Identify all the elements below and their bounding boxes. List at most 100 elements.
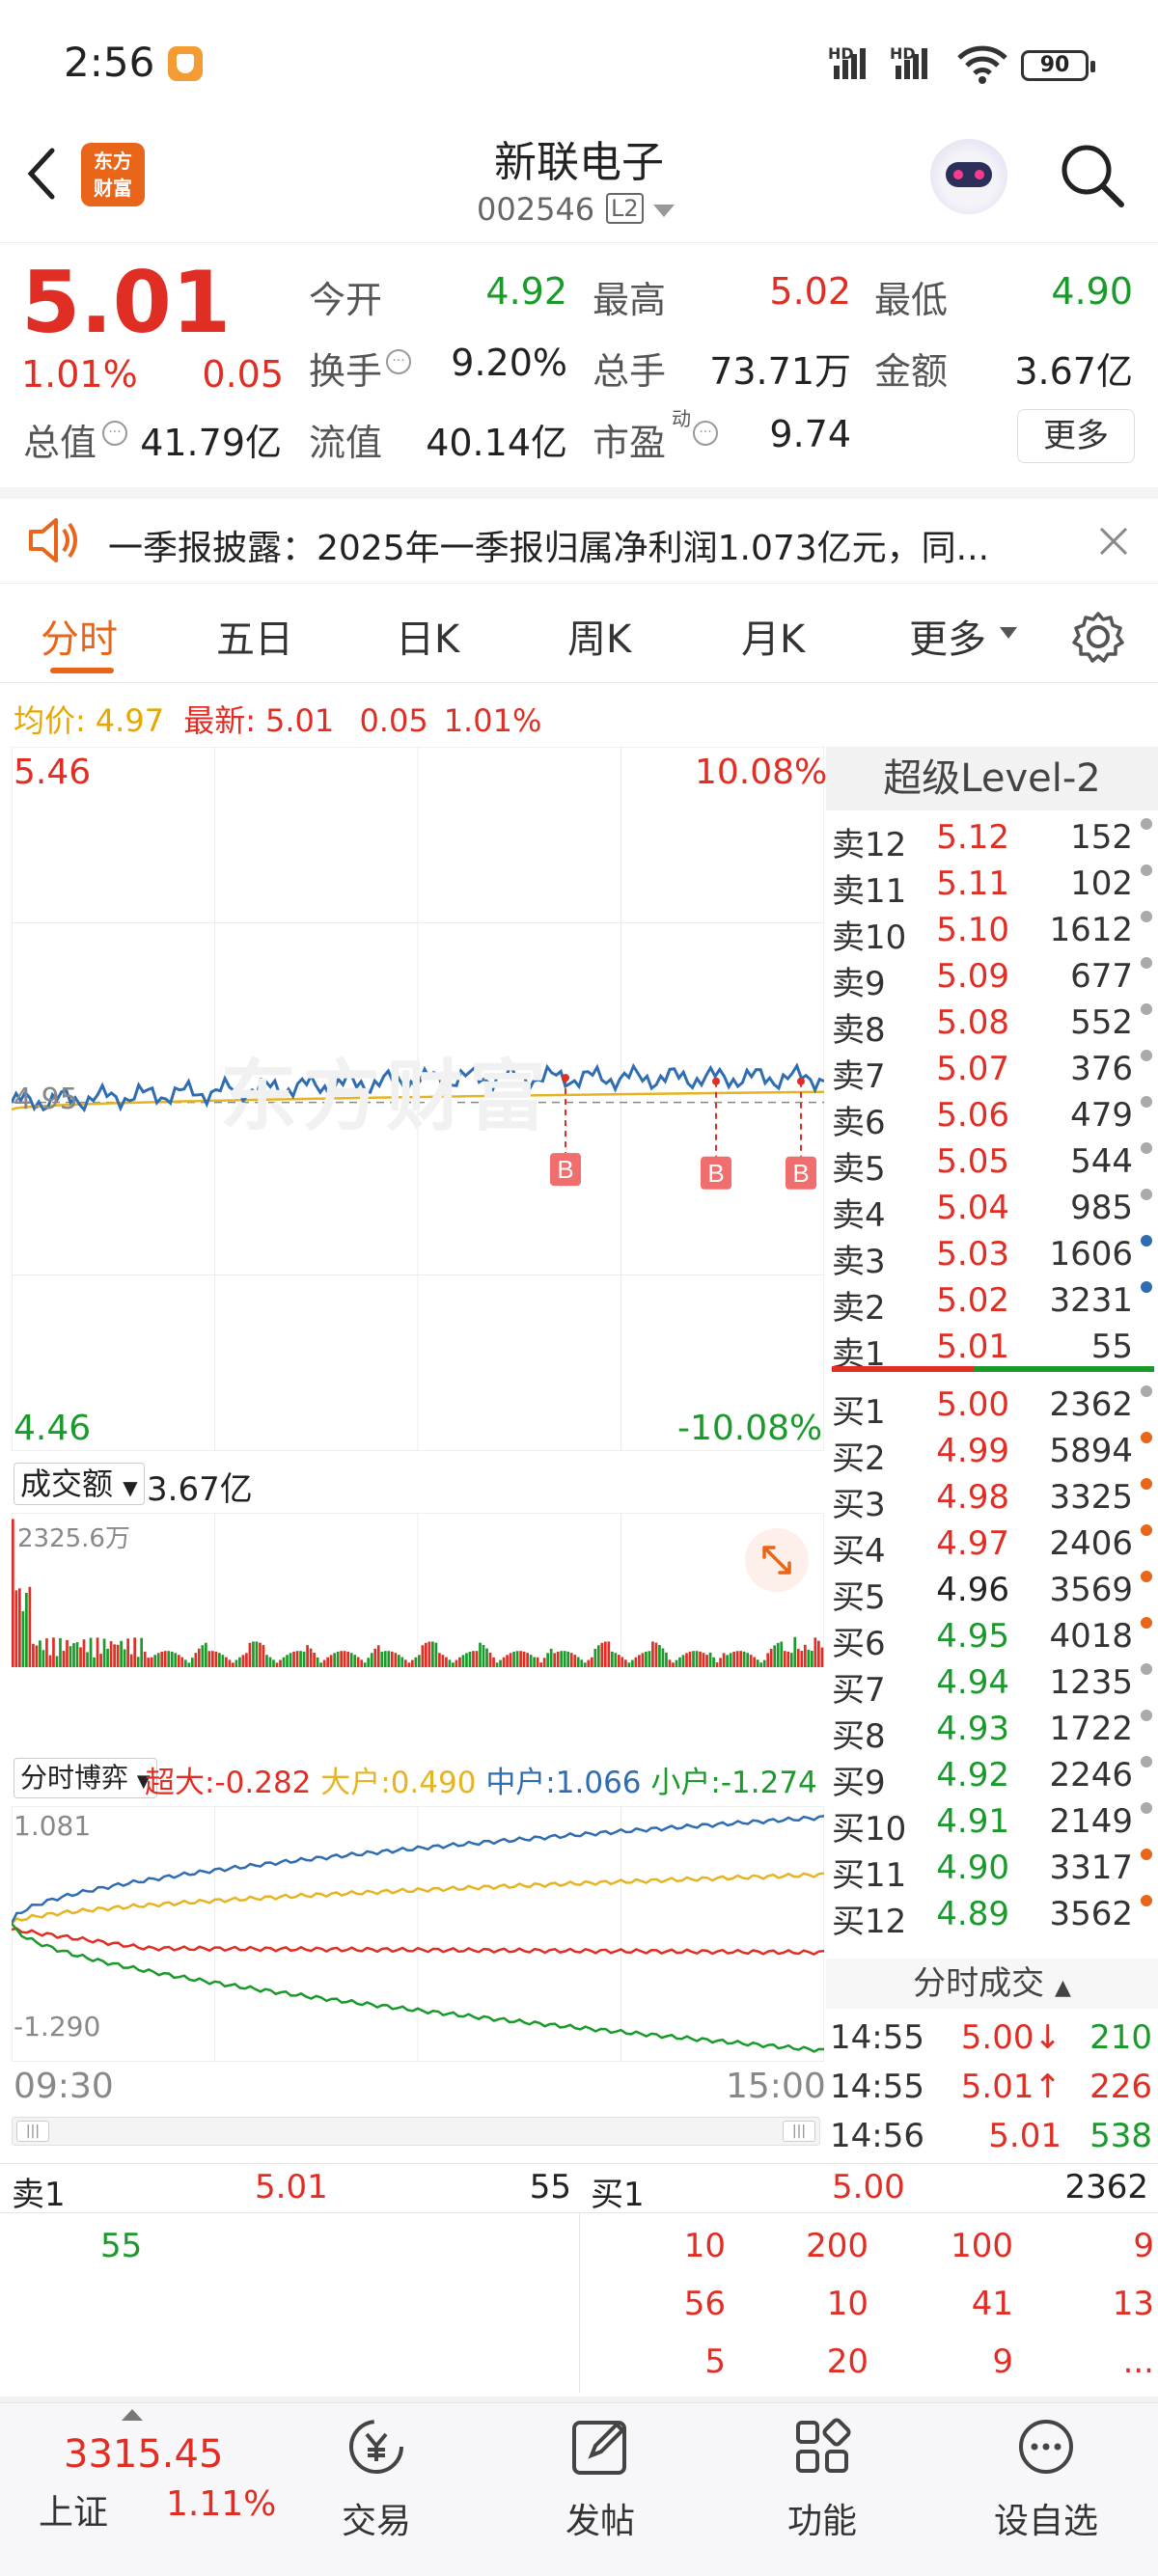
- dropdown-arrow-icon[interactable]: [653, 203, 675, 218]
- volume-bar: [102, 1638, 106, 1667]
- capital-flow-selector[interactable]: 分时博弈 ▼: [14, 1758, 157, 1798]
- queue-buy-order: 13: [1112, 2285, 1154, 2323]
- trades-header[interactable]: 分时成交 ▲: [826, 1959, 1158, 2009]
- book-volume: 1722: [1049, 1710, 1133, 1748]
- index-value[interactable]: 3315.45: [64, 2432, 224, 2477]
- more-button[interactable]: 更多: [1017, 409, 1135, 463]
- sell-row-2[interactable]: 卖11 5.11 102: [828, 861, 1158, 911]
- tab-monthly-k[interactable]: 月K: [741, 617, 806, 662]
- sell-row-9[interactable]: 卖4 5.04 985: [828, 1185, 1158, 1235]
- chart-scrollbar[interactable]: ||| |||: [12, 2117, 820, 2146]
- tab-more[interactable]: 更多: [909, 617, 986, 662]
- sell-row-6[interactable]: 卖7 5.07 376: [828, 1046, 1158, 1096]
- indicator-dot: [1141, 1050, 1152, 1061]
- level2-title[interactable]: 超级Level-2: [826, 747, 1158, 810]
- volume-bar: [539, 1662, 543, 1667]
- index-name[interactable]: 上证: [39, 2493, 109, 2533]
- market-cap-value: 41.79亿: [140, 422, 282, 464]
- queue-buy-order: ...: [1122, 2343, 1154, 2381]
- book-price: 5.05: [936, 1142, 1009, 1181]
- tab-weekly-k[interactable]: 周K: [567, 617, 632, 662]
- robot-assistant-icon[interactable]: [930, 137, 1007, 214]
- buy-row-5[interactable]: 买5 4.96 3569: [828, 1567, 1158, 1617]
- buy-row-8[interactable]: 买8 4.93 1722: [828, 1706, 1158, 1756]
- book-volume: 376: [1070, 1050, 1133, 1088]
- volume-bar: [41, 1650, 45, 1667]
- sell-row-11[interactable]: 卖2 5.02 3231: [828, 1277, 1158, 1328]
- book-volume: 1235: [1049, 1663, 1133, 1702]
- book-level-label: 卖4: [832, 1196, 886, 1235]
- volume-bar: [113, 1644, 116, 1667]
- back-icon[interactable]: [21, 145, 60, 203]
- book-volume: 3325: [1049, 1478, 1133, 1517]
- sell-row-10[interactable]: 卖3 5.03 1606: [828, 1231, 1158, 1281]
- sell-row-12[interactable]: 卖1 5.01 55: [828, 1324, 1158, 1374]
- sell-row-8[interactable]: 卖5 5.05 544: [828, 1138, 1158, 1189]
- volume-bar: [789, 1653, 793, 1667]
- buy-row-2[interactable]: 买2 4.99 5894: [828, 1428, 1158, 1478]
- nav-add-watchlist[interactable]: 设自选: [950, 2413, 1143, 2543]
- volume-bar: [780, 1641, 784, 1667]
- nav-trade[interactable]: 交易: [280, 2413, 473, 2543]
- indicator-dot: [1141, 1571, 1152, 1582]
- volume-bar: [685, 1653, 688, 1667]
- buy-row-7[interactable]: 买7 4.94 1235: [828, 1659, 1158, 1710]
- buy-row-10[interactable]: 买10 4.91 2149: [828, 1798, 1158, 1849]
- index-percent[interactable]: 1.11%: [166, 2484, 277, 2524]
- nav-functions[interactable]: 功能: [726, 2413, 919, 2543]
- buy-row-1[interactable]: 买1 5.00 2362: [828, 1382, 1158, 1432]
- sell-row-4[interactable]: 卖9 5.09 677: [828, 953, 1158, 1003]
- search-icon[interactable]: [1058, 141, 1127, 210]
- nav-post[interactable]: 发帖: [504, 2413, 697, 2543]
- sell-row-5[interactable]: 卖8 5.08 552: [828, 1000, 1158, 1050]
- book-price: 4.96: [936, 1571, 1009, 1609]
- close-icon[interactable]: [1098, 526, 1129, 557]
- book-level-label: 买10: [832, 1810, 907, 1849]
- volume-selector[interactable]: 成交额 ▼: [14, 1463, 145, 1505]
- book-level-label: 买11: [832, 1856, 907, 1895]
- buy-row-6[interactable]: 买6 4.95 4018: [828, 1613, 1158, 1663]
- sell-row-1[interactable]: 卖12 5.12 152: [828, 814, 1158, 864]
- volume-bar: [485, 1648, 488, 1667]
- book-volume: 4018: [1049, 1617, 1133, 1656]
- y-axis-bottom-pct: -10.08%: [677, 1409, 823, 1448]
- volume-bar: [238, 1657, 241, 1667]
- info-icon[interactable]: ···: [386, 349, 411, 374]
- volume-bar: [596, 1645, 600, 1667]
- volume-bar: [221, 1655, 225, 1667]
- capital-flow-chart[interactable]: [12, 1806, 824, 2062]
- volume-bar: [106, 1648, 109, 1667]
- buy-row-12[interactable]: 买12 4.89 3562: [828, 1891, 1158, 1941]
- period-tabs: 分时 五日 日K 周K 月K 更多: [0, 587, 1158, 683]
- tab-five-day[interactable]: 五日: [216, 617, 293, 662]
- current-price: 5.01: [21, 253, 232, 352]
- book-volume: 3231: [1049, 1281, 1133, 1320]
- buy-row-3[interactable]: 买3 4.98 3325: [828, 1474, 1158, 1524]
- tab-intraday[interactable]: 分时: [41, 617, 118, 662]
- sell-row-3[interactable]: 卖10 5.10 1612: [828, 907, 1158, 957]
- time-start-label: 09:30: [14, 2067, 114, 2106]
- expand-icon[interactable]: [745, 1528, 809, 1592]
- tab-daily-k[interactable]: 日K: [396, 617, 460, 662]
- volume-bar: [343, 1651, 346, 1667]
- sell-row-7[interactable]: 卖6 5.06 479: [828, 1092, 1158, 1142]
- buy-row-9[interactable]: 买9 4.92 2246: [828, 1752, 1158, 1802]
- capital-y-bottom: -1.290: [14, 2011, 101, 2042]
- volume-bar: [434, 1642, 438, 1667]
- info-icon[interactable]: ···: [102, 421, 127, 446]
- pe-value: 9.74: [769, 413, 851, 455]
- volume-bar: [665, 1652, 668, 1667]
- intraday-chart-area: 均价: 4.97 最新: 5.01 0.05 1.01% B B B 5.46 10.08…: [0, 687, 1158, 2163]
- info-icon[interactable]: ···: [693, 421, 718, 446]
- volume-bar: [627, 1662, 631, 1667]
- volume-chart[interactable]: [12, 1513, 824, 1667]
- news-banner[interactable]: 一季报披露：2025年一季报归属净利润1.073亿元，同...: [0, 487, 1158, 584]
- gear-icon[interactable]: [1071, 610, 1125, 664]
- buy-row-4[interactable]: 买4 4.97 2406: [828, 1521, 1158, 1571]
- indicator-dot: [1141, 864, 1152, 876]
- more-dots-icon: [1019, 2420, 1073, 2474]
- yen-circle-icon: [349, 2420, 403, 2474]
- buy-row-11[interactable]: 买11 4.90 3317: [828, 1845, 1158, 1895]
- volume-bar: [705, 1655, 708, 1667]
